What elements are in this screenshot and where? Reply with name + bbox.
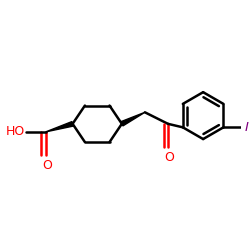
Text: O: O: [164, 151, 174, 164]
Text: HO: HO: [5, 126, 24, 138]
Text: O: O: [42, 159, 52, 172]
Polygon shape: [121, 112, 145, 126]
Polygon shape: [46, 122, 73, 132]
Text: I: I: [244, 121, 248, 134]
